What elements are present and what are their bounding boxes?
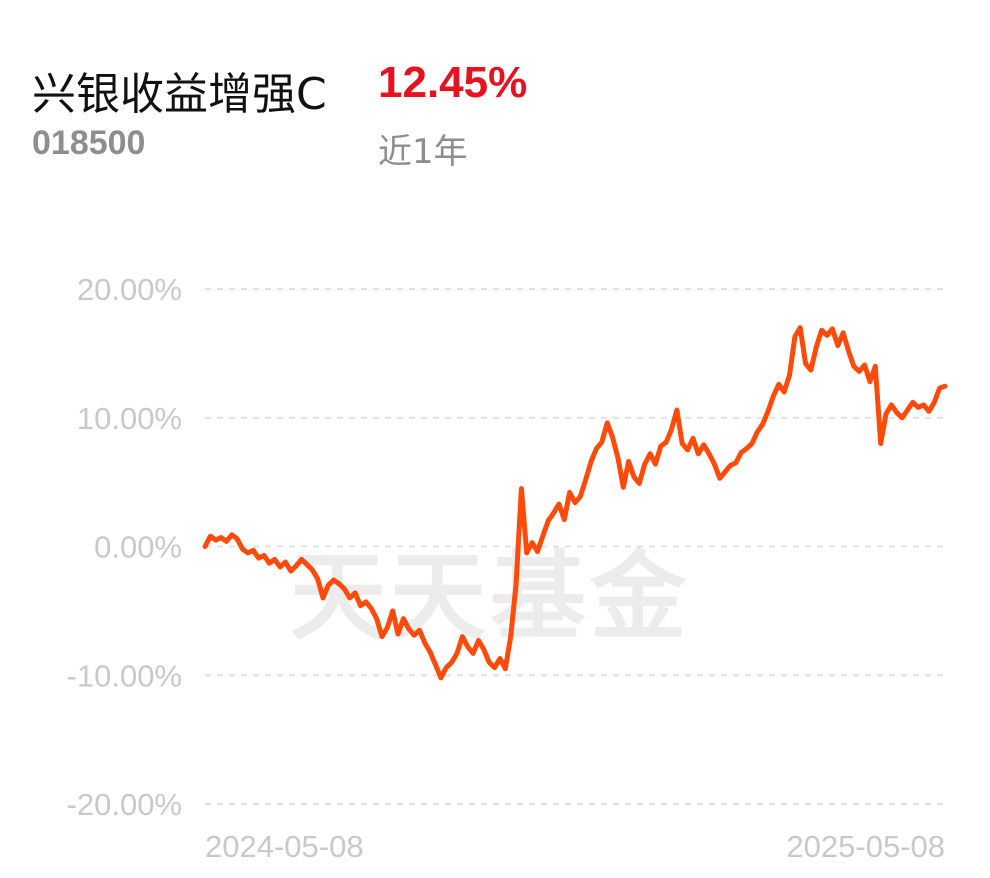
fund-name: 兴银收益增强C bbox=[32, 69, 327, 120]
y-tick-label: 20.00% bbox=[77, 272, 182, 307]
x-tick-label: 2024-05-08 bbox=[205, 829, 364, 864]
chart-series-layer bbox=[202, 325, 948, 681]
x-tick-label: 2025-05-08 bbox=[786, 829, 945, 864]
y-tick-label: 0.00% bbox=[94, 530, 182, 565]
fund-return-value: 12.45% bbox=[378, 58, 528, 107]
period-label: 近1年 bbox=[378, 132, 468, 172]
x-axis-tick-labels: 2024-05-08 2025-05-08 bbox=[205, 829, 945, 864]
y-tick-label: -20.00% bbox=[67, 787, 182, 822]
y-tick-label: 10.00% bbox=[77, 401, 182, 436]
y-tick-label: -10.00% bbox=[67, 658, 182, 693]
series-line bbox=[202, 325, 948, 681]
fund-code: 018500 bbox=[32, 124, 146, 162]
chart-gridlines bbox=[205, 288, 945, 805]
y-axis-tick-labels: 20.00% 10.00% 0.00% -10.00% -20.00% bbox=[67, 272, 182, 822]
